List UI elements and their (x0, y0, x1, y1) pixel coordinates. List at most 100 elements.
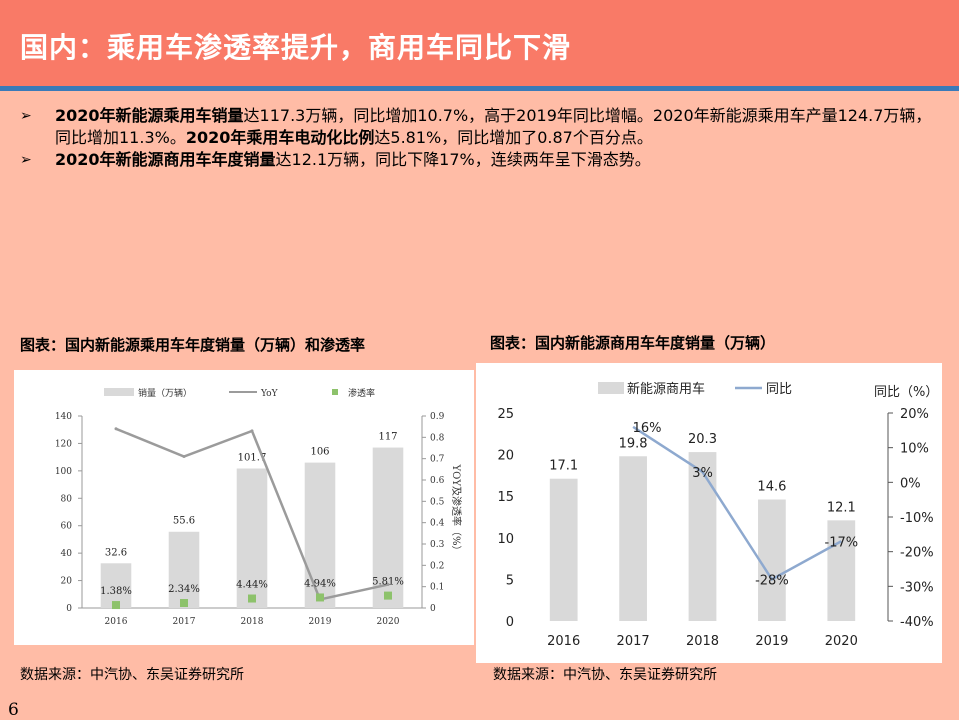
penetration-label: 4.44% (236, 580, 268, 591)
y-tick-label: 80 (61, 494, 73, 504)
commercial-vehicle-chart: 新能源商用车 同比 同比（%） 0 5 10 15 20 25 -40% -30% -20% -1… (497, 381, 938, 649)
left-chart-panel: 销量（万辆） YoY 渗透率 YOY及渗透率（%） 0 20 40 60 80 100 12… (14, 370, 474, 645)
bar-value-label: 17.1 (549, 459, 578, 474)
yoy-point (250, 429, 254, 433)
legend-sales: 销量（万辆） (138, 387, 192, 399)
y2-tick-label: 0.5 (430, 497, 445, 507)
bullet-item: ➢ 2020年新能源乘用车销量达117.3万辆，同比增加10.7%，高于2019年… (20, 105, 945, 149)
yoy-line (632, 425, 842, 582)
legend-yoy: YoY (260, 389, 279, 399)
y2-tick-label: 0.1 (430, 583, 444, 593)
y2-tick-label: 0.3 (430, 540, 445, 550)
bar-value-label: 117 (378, 432, 397, 443)
bar-value-label: 14.6 (757, 480, 786, 495)
bullet-bold: 2020年新能源乘用车销量 (55, 106, 244, 125)
penetration-point (180, 599, 188, 608)
x-tick-label: 2018 (241, 617, 264, 627)
right-axis-label: YOY及渗透率（%） (450, 464, 463, 556)
bar (619, 456, 647, 621)
y-tick-label: 100 (55, 467, 72, 477)
penetration-label: 2.34% (168, 584, 200, 595)
x-tick-label: 2020 (377, 617, 400, 627)
bar-value-label: 106 (310, 447, 329, 458)
bar (304, 462, 336, 608)
penetration-point (248, 594, 256, 603)
bullet-text: 达5.81%，同比增加了0.87个百分点。 (374, 128, 653, 147)
yoy-value-label: 3% (692, 466, 713, 481)
legend-sales: 新能源商用车 (627, 381, 705, 397)
right-chart-panel: 新能源商用车 同比 同比（%） 0 5 10 15 20 25 -40% -30% -20% -1… (476, 363, 942, 663)
bullet-item: ➢ 2020年新能源商用车年度销量达12.1万辆，同比下降17%，连续两年呈下滑态… (20, 149, 945, 171)
y2-tick-label: 0% (900, 476, 921, 491)
penetration-label: 1.38% (100, 586, 132, 597)
y2-tick-label: -30% (900, 580, 934, 595)
penetration-point (316, 593, 324, 602)
bar (236, 468, 268, 608)
y2-tick-label: 0.2 (430, 561, 444, 571)
y2-tick-label: 20% (900, 407, 929, 422)
bar-value-label: 20.3 (688, 432, 717, 447)
y-tick-label: 15 (497, 490, 514, 505)
y2-tick-label: -20% (900, 546, 934, 561)
y2-tick-label: 10% (900, 442, 929, 457)
page-number: 6 (8, 700, 19, 720)
y2-tick-label: 0 (430, 604, 436, 614)
x-tick-label: 2017 (173, 617, 196, 627)
y-tick-label: 20 (497, 449, 514, 464)
penetration-label: 4.94% (304, 578, 336, 589)
yoy-point (114, 427, 118, 431)
x-tick-label: 2020 (825, 634, 858, 649)
bar (168, 531, 200, 608)
y-tick-label: 140 (55, 412, 72, 422)
bar (758, 499, 786, 621)
legend-yoy: 同比 (766, 382, 792, 397)
bullet-bold: 2020年乘用车电动化比例 (185, 128, 375, 147)
bar-value-label: 12.1 (827, 500, 856, 515)
y2-tick-label: 0.9 (430, 412, 445, 422)
y-tick-label: 60 (61, 522, 73, 532)
bar-value-label: 55.6 (173, 516, 195, 527)
x-tick-label: 2016 (547, 634, 580, 649)
bar (688, 452, 717, 621)
bullet-text: 达12.1万辆，同比下降17%，连续两年呈下滑态势。 (275, 150, 651, 169)
yoy-value-label: -28% (755, 573, 789, 588)
y2-tick-label: 0.4 (430, 519, 445, 529)
right-source-note: 数据来源：中汽协、东吴证券研究所 (493, 667, 717, 683)
y2-tick-label: 0.7 (430, 455, 445, 465)
left-chart-caption: 图表：国内新能源乘用车年度销量（万辆）和渗透率 (20, 336, 366, 354)
bullet-text: 达117.3万辆，同比增加10.7%，高于2019年同比增幅。2020年新能源乘… (55, 106, 932, 147)
x-tick-label: 2016 (105, 617, 128, 627)
bullet-bold: 2020年新能源商用车年度销量 (55, 150, 276, 169)
title-divider (0, 86, 959, 91)
y-tick-label: 40 (61, 549, 73, 559)
y-tick-label: 0 (506, 615, 514, 630)
bar (100, 563, 132, 608)
right-axis-label: 同比（%） (874, 385, 938, 400)
penetration-label: 5.81% (372, 577, 404, 588)
yoy-point (182, 455, 186, 459)
penetration-point (384, 591, 392, 600)
legend-bar-swatch (598, 382, 624, 394)
yoy-value-label: -17% (825, 535, 859, 550)
yoy-point (386, 583, 390, 587)
left-source-note: 数据来源：中汽协、东吴证券研究所 (20, 667, 244, 683)
bullet-list: ➢ 2020年新能源乘用车销量达117.3万辆，同比增加10.7%，高于2019年… (20, 105, 945, 171)
x-tick-label: 2019 (309, 617, 332, 627)
y2-tick-label: 0.8 (430, 433, 445, 443)
y-tick-label: 5 (506, 573, 514, 588)
right-chart-caption: 图表：国内新能源商用车年度销量（万辆） (490, 334, 776, 352)
y-tick-label: 20 (61, 577, 73, 587)
x-tick-label: 2017 (617, 634, 650, 649)
x-tick-label: 2018 (686, 634, 719, 649)
legend-dot-swatch (332, 389, 338, 395)
bullet-arrow-icon: ➢ (20, 152, 32, 168)
bar (827, 520, 856, 621)
x-tick-label: 2019 (755, 634, 788, 649)
y-tick-label: 120 (55, 439, 72, 449)
bar (549, 478, 578, 621)
legend-bar-swatch (104, 388, 134, 396)
y-tick-label: 25 (497, 407, 514, 422)
y2-tick-label: -40% (900, 615, 934, 630)
penetration-point (112, 601, 120, 610)
yoy-value-label: 16% (633, 421, 662, 436)
